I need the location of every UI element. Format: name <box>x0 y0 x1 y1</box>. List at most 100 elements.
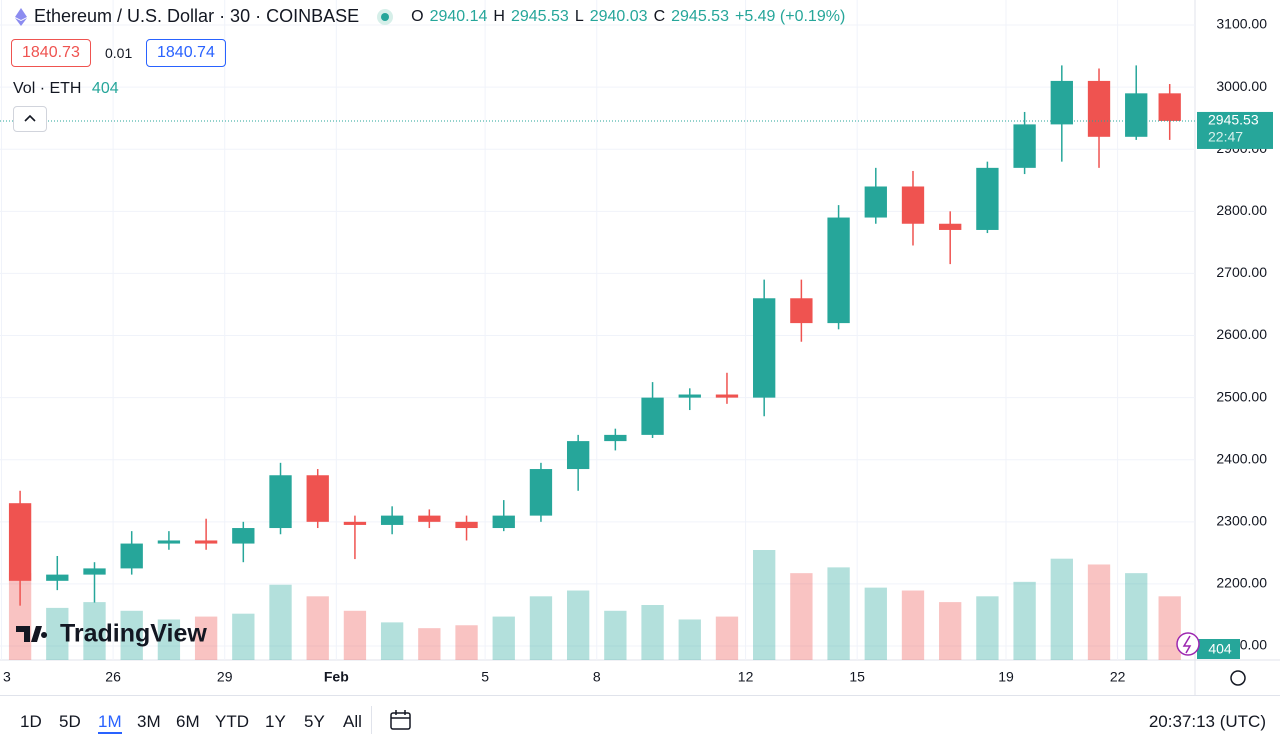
volume-bar <box>715 616 739 660</box>
status-dot <box>377 8 394 25</box>
candle-body <box>641 397 664 435</box>
lightning-bolt <box>1182 635 1192 654</box>
volume-bar <box>566 590 590 660</box>
volume-bar <box>753 550 776 660</box>
volume-bar <box>939 602 962 660</box>
vol-value: 404 <box>91 80 119 97</box>
x-tick-label: 8 <box>593 669 601 685</box>
l-label: L <box>574 7 584 25</box>
volume-bar <box>269 584 292 660</box>
last-price-badge <box>1197 111 1273 149</box>
volume-bar <box>529 596 553 660</box>
separator <box>371 706 372 734</box>
logo <box>16 626 48 642</box>
volume-bar <box>864 587 887 660</box>
range-button[interactable]: 1D <box>20 712 42 731</box>
candle-body <box>232 528 255 544</box>
collapse-button[interactable] <box>13 106 47 132</box>
volume-bar <box>1087 564 1111 660</box>
candle-body <box>939 223 962 230</box>
candle-body <box>194 540 218 544</box>
volume-bar <box>901 590 925 660</box>
candle-body <box>864 186 887 218</box>
candle-body <box>790 298 813 324</box>
eth-icon <box>15 7 27 26</box>
candle-body <box>492 515 515 529</box>
vol-legend: Vol · ETH 404 <box>13 80 119 98</box>
y-tick-label: 2500.00 <box>1216 388 1267 404</box>
h-label: H <box>493 7 505 25</box>
volume-bar <box>492 616 515 660</box>
volume-bar <box>306 596 329 660</box>
candle-body <box>529 469 553 516</box>
x-tick-label: 15 <box>849 669 865 685</box>
candle-body <box>827 217 850 324</box>
y-tick-label: 2300.00 <box>1216 513 1267 529</box>
candle-body <box>604 434 627 442</box>
chart: 2100.002200.002300.002400.002500.002600.… <box>0 0 1280 695</box>
volume-bar <box>157 619 181 660</box>
range-button[interactable]: All <box>343 712 362 731</box>
watermark: TradingView <box>60 620 207 648</box>
range-button[interactable]: YTD <box>215 712 249 731</box>
open: 2940.14 <box>429 7 488 25</box>
x-tick-label: 26 <box>105 669 121 685</box>
volume-bar <box>1125 573 1148 660</box>
clock[interactable]: 20:37:13 (UTC) <box>1148 712 1266 731</box>
range-button[interactable]: 6M <box>176 712 200 731</box>
candle-body <box>380 515 404 525</box>
candle-body <box>343 521 367 525</box>
o-label: O <box>411 7 424 25</box>
lightning-icon <box>1176 632 1200 656</box>
volume-bar <box>120 610 143 660</box>
close: 2945.53 <box>671 7 729 25</box>
volume-badge-label: 404 <box>1208 641 1232 657</box>
candle-body <box>901 186 925 224</box>
volume-bar <box>604 610 627 660</box>
candle-body <box>120 543 143 569</box>
x-tick-label: Feb <box>324 669 349 685</box>
volume-bar <box>380 622 404 660</box>
candle-body <box>715 394 739 398</box>
vol-label: Vol · ETH <box>13 80 82 97</box>
volume-bar <box>827 567 850 660</box>
calendar-icon[interactable] <box>388 708 414 732</box>
low: 2940.03 <box>589 7 648 25</box>
candle-body <box>157 540 181 544</box>
range-button[interactable]: 1Y <box>265 712 286 731</box>
volume-bar <box>976 596 999 660</box>
candle-body <box>1125 93 1148 137</box>
toolbar: 20:37:13 (UTC) 1D 5D 1M 3M 6M YTD 1Y 5Y All <box>0 695 1280 744</box>
high: 2945.53 <box>510 7 569 25</box>
candle-body <box>753 298 776 398</box>
candle-body <box>1087 80 1111 137</box>
bid[interactable]: 1840.73 <box>11 39 91 67</box>
candle-body <box>83 568 106 575</box>
volume-bar <box>455 625 478 660</box>
x-tick-label: 3 <box>3 669 11 685</box>
volume-bar <box>83 602 106 660</box>
range-button[interactable]: 3M <box>137 712 161 731</box>
range-button[interactable]: 5Y <box>304 712 325 731</box>
candle-body <box>1158 93 1181 121</box>
y-tick-label: 2800.00 <box>1216 202 1267 218</box>
candle-body <box>455 521 478 529</box>
volume-bar <box>1158 596 1181 660</box>
ask[interactable]: 1840.74 <box>146 39 226 67</box>
chevron <box>24 114 36 122</box>
candle-body <box>269 475 292 529</box>
candle-body <box>8 503 32 581</box>
range-button[interactable]: 1M <box>98 712 122 734</box>
volume-bar <box>232 613 255 660</box>
x-tick-label: 5 <box>481 669 489 685</box>
volume-bar <box>46 607 69 660</box>
symbol: Ethereum / U.S. Dollar · 30 · COINBASE <box>34 6 360 26</box>
volume-bar <box>343 610 367 660</box>
y-tick-label: 2400.00 <box>1216 450 1267 466</box>
x-tick-label: 22 <box>1110 669 1126 685</box>
volume-badge <box>1197 639 1240 659</box>
y-tick-label: 2200.00 <box>1216 575 1267 591</box>
candle-body <box>1013 124 1036 168</box>
candle-body <box>1050 80 1073 125</box>
range-button[interactable]: 5D <box>59 712 81 731</box>
